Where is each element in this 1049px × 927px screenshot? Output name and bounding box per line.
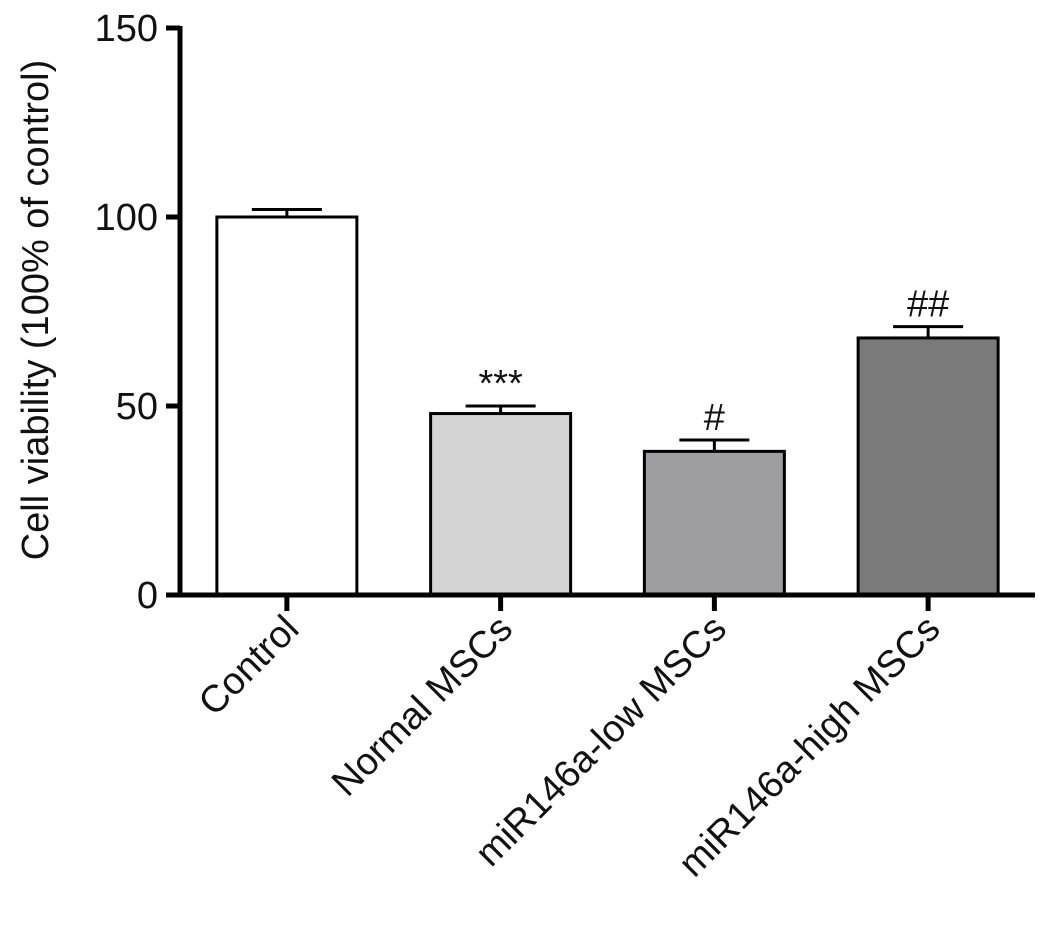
- y-tick-label: 0: [137, 575, 158, 617]
- significance-mark: #: [704, 397, 725, 439]
- y-tick-label: 150: [95, 8, 158, 50]
- category-label: Control: [191, 608, 307, 724]
- category-label: Normal MSCs: [324, 608, 521, 805]
- y-tick-label: 50: [116, 386, 158, 428]
- bar-3: [642, 449, 786, 597]
- significance-mark: ***: [478, 363, 523, 405]
- bar-2: [429, 412, 573, 597]
- y-tick-label: 100: [95, 197, 158, 239]
- bar-1: [215, 215, 359, 597]
- bars: ***###: [215, 207, 1000, 597]
- significance-mark: ##: [907, 284, 949, 326]
- y-axis: 0 50 100 150: [95, 8, 183, 617]
- y-axis-label: Cell viability (100% of control): [15, 60, 57, 561]
- bar-4: [856, 336, 1000, 597]
